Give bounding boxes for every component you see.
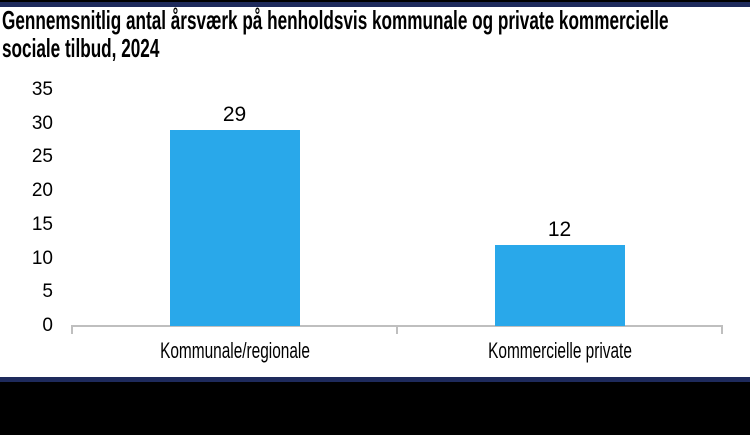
chart-canvas (0, 7, 750, 377)
x-axis-tick (71, 325, 73, 334)
x-axis-category-label: Kommercielle private (487, 338, 632, 363)
y-axis-tick-label: 10 (31, 247, 53, 269)
bar-2 (494, 245, 625, 326)
y-axis-tick-label: 0 (42, 315, 53, 336)
y-axis-tick-label: 15 (31, 213, 53, 235)
bar-value-label: 29 (222, 103, 247, 126)
chart-title-line-2: sociale tilbud, 2024 (2, 33, 160, 63)
bottom-navy-border (0, 377, 750, 382)
x-axis-tick (396, 325, 398, 334)
y-axis-tick-label: 35 (31, 79, 53, 100)
y-axis-tick-label: 20 (31, 180, 53, 202)
x-axis-category-label: Kommunale/regionale (159, 338, 310, 363)
chart-title-line-1: Gennemsnitlig antal årsværk på henholdsv… (2, 5, 669, 35)
plot-area: 0 5 10 15 20 25 30 35 29 Kommunale/regionale 12 Kom… (31, 79, 723, 363)
y-axis-tick-label: 30 (31, 112, 53, 134)
bar-value-label: 12 (547, 218, 572, 241)
top-navy-border (0, 2, 750, 7)
bar-1 (169, 130, 300, 326)
chart-title: Gennemsnitlig antal årsværk på henholdsv… (2, 6, 750, 62)
y-axis-tick-label: 5 (42, 281, 53, 303)
x-axis-tick (721, 325, 723, 334)
y-axis-tick-label: 25 (31, 146, 53, 168)
